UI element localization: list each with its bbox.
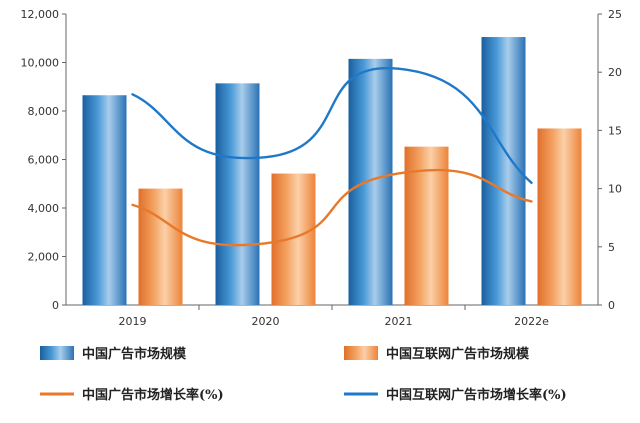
legend-item-internet-ad-market-size: 中国互联网广告市场规模 — [344, 346, 530, 362]
legend-label-internet-ad-growth-rate: 中国互联网广告市场增长率(%) — [386, 387, 567, 403]
bar-ad-market-size — [481, 37, 526, 305]
legend-item-ad-growth-rate: 中国广告市场增长率(%) — [40, 387, 224, 403]
legend-item-internet-ad-growth-rate: 中国互联网广告市场增长率(%) — [344, 387, 567, 403]
bar-internet-ad-market-size — [271, 173, 316, 305]
line-ad-growth-rate — [131, 168, 533, 247]
y-right-tick-label: 5 — [608, 241, 615, 254]
y-right-tick-label: 20 — [608, 66, 622, 79]
category-labels: 2019 2020 2021 2022e — [119, 315, 550, 328]
lines — [131, 66, 533, 247]
legend-label-internet-ad-market-size: 中国互联网广告市场规模 — [386, 346, 530, 362]
y-left-tick-label: 10,000 — [21, 57, 60, 70]
legend-swatch-ad-market-size — [40, 346, 74, 360]
y-left-tick-label: 8,000 — [28, 105, 60, 118]
bar-ad-market-size — [215, 83, 260, 305]
y-left-tick-label: 0 — [52, 299, 59, 312]
y-right-tick-label: 0 — [608, 299, 615, 312]
y-right-tick-label: 25 — [608, 8, 622, 21]
y-right-tick-label: 15 — [608, 124, 622, 137]
x-tick-label: 2020 — [252, 315, 280, 328]
legend-label-ad-market-size: 中国广告市场规模 — [82, 346, 187, 362]
bar-ad-market-size — [348, 58, 393, 305]
bar-ad-market-size — [82, 95, 127, 305]
legend-swatch-internet-ad-market-size — [344, 346, 378, 360]
legend-item-ad-market-size: 中国广告市场规模 — [40, 346, 187, 362]
y-left-tick-label: 12,000 — [21, 8, 60, 21]
y-left-tick-label: 4,000 — [28, 202, 60, 215]
y-left-tick-label: 6,000 — [28, 154, 60, 167]
x-tick-label: 2019 — [119, 315, 147, 328]
y-right-tick-label: 10 — [608, 183, 622, 196]
x-tick-label: 2021 — [385, 315, 413, 328]
line-internet-ad-growth-rate — [131, 66, 533, 184]
bar-internet-ad-market-size — [404, 146, 449, 305]
legend: 中国广告市场规模 中国互联网广告市场规模 中国广告市场增长率(%) 中国互联网广… — [40, 346, 567, 403]
legend-label-ad-growth-rate: 中国广告市场增长率(%) — [82, 387, 224, 403]
bar-internet-ad-market-size — [537, 128, 582, 305]
bar-internet-ad-market-size — [138, 188, 183, 305]
bars — [82, 37, 582, 305]
y-left-tick-label: 2,000 — [28, 251, 60, 264]
x-tick-label: 2022e — [514, 315, 549, 328]
